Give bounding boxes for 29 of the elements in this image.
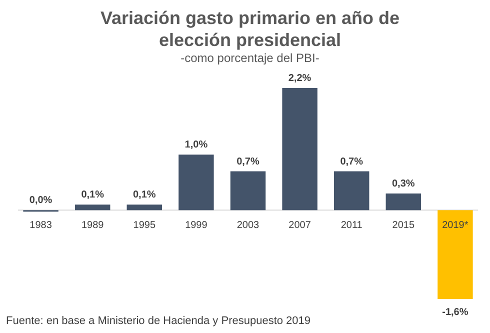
- x-tick-label: 2011: [340, 220, 363, 232]
- data-label: 0,1%: [81, 190, 104, 201]
- x-tick-label: 1995: [133, 220, 156, 232]
- bar: [386, 194, 422, 210]
- data-label: 0,3%: [392, 178, 415, 190]
- bar: [230, 171, 266, 210]
- data-label: 1,0%: [184, 140, 208, 151]
- data-label: 0,7%: [340, 156, 364, 168]
- bar: [334, 171, 370, 210]
- data-label: 0,7%: [236, 156, 260, 168]
- x-tick-label: 1983: [30, 220, 52, 232]
- bar: [282, 88, 318, 210]
- bar: [438, 210, 473, 299]
- x-tick-label: 2007: [288, 220, 312, 232]
- x-tick-label: 2019*: [442, 220, 468, 232]
- x-tick-label: 1989: [81, 220, 104, 232]
- bar: [178, 154, 214, 210]
- data-label: 0,1%: [133, 190, 156, 201]
- x-tick-label: 2015: [392, 220, 415, 232]
- chart-subtitle: -como porcentaje del PBI-: [180, 51, 320, 65]
- bar: [126, 204, 162, 210]
- bar: [74, 204, 110, 210]
- data-label: -1,6%: [442, 307, 468, 318]
- chart-title: Variación gasto primario en año de elección presidencial: [100, 8, 400, 50]
- x-tick-label: 2003: [236, 220, 260, 232]
- data-label: 0,0%: [29, 195, 52, 206]
- x-tick-label: 1999: [185, 220, 208, 232]
- data-label: 2,2%: [288, 73, 312, 84]
- source-note: Fuente: en base a Ministerio de Hacienda y Presupuesto 2019: [6, 315, 311, 327]
